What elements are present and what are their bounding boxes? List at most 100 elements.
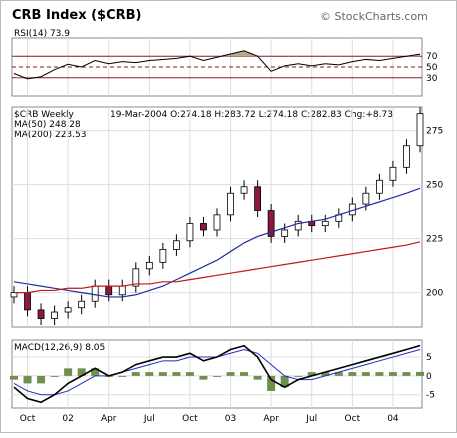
- macd-histogram-bar: [226, 372, 235, 376]
- macd-y-tick: 5: [426, 353, 432, 363]
- candle-body: [281, 229, 289, 237]
- candle-body: [172, 240, 180, 250]
- rsi-line: [13, 50, 421, 80]
- price-symbol-label: $CRB Weekly: [14, 110, 74, 120]
- candle-body: [403, 145, 410, 168]
- macd-histogram-bar: [334, 372, 343, 376]
- macd-histogram-bar: [131, 372, 140, 376]
- candle-body: [389, 166, 397, 181]
- macd-histogram-bar: [402, 372, 411, 376]
- macd-histogram-bar: [294, 375, 303, 377]
- chart-title: CRB Index ($CRB): [12, 8, 142, 23]
- macd-y-tick: -5: [426, 391, 435, 401]
- candle-body: [91, 285, 99, 302]
- x-tick-label: Apr: [101, 414, 117, 424]
- candle-body: [37, 309, 45, 319]
- macd-histogram-bar: [50, 375, 59, 377]
- macd-histogram-bar: [280, 375, 289, 388]
- candle-body: [416, 113, 424, 147]
- price-y-tick: 250: [426, 181, 443, 191]
- ma50-label: MA(50) 248.28: [14, 120, 81, 130]
- macd-histogram-bar: [91, 368, 100, 376]
- candle-body: [200, 223, 207, 231]
- candle-body: [64, 307, 72, 313]
- macd-histogram-bar: [321, 372, 330, 376]
- macd-histogram-bar: [199, 375, 208, 380]
- candle-body: [227, 192, 234, 216]
- candle-body: [240, 186, 248, 194]
- candle-body: [145, 261, 153, 270]
- macd-histogram-bar: [375, 372, 384, 376]
- candle-body: [51, 311, 58, 319]
- rsi-level-tick: 30: [426, 74, 438, 84]
- candle-body: [132, 268, 140, 287]
- x-tick-label: Jul: [143, 414, 155, 424]
- candle-body: [118, 285, 126, 296]
- price-ohlc-label: 19-Mar-2004 O:274.18 H:283.72 L:274.18 C…: [110, 110, 393, 120]
- rsi-label: RSI(14) 73.9: [14, 29, 70, 39]
- macd-histogram-bar: [185, 372, 194, 376]
- macd-histogram-bar: [307, 372, 316, 376]
- candle-body: [362, 192, 370, 205]
- macd-panel: MACD(12,26,9) 8.05 5 0 -5: [10, 339, 435, 409]
- candle-body: [254, 186, 262, 211]
- macd-plot: [10, 344, 424, 404]
- macd-histogram-bar: [64, 368, 73, 376]
- candle-body: [105, 285, 113, 296]
- macd-histogram-bar: [267, 375, 276, 391]
- x-tick-label: Apr: [263, 414, 279, 424]
- macd-histogram-bar: [10, 375, 18, 380]
- candle-body: [321, 220, 329, 227]
- macd-histogram-bar: [145, 372, 154, 376]
- candle-body: [78, 300, 86, 309]
- price-plot: [10, 107, 424, 325]
- macd-y-tick: 0: [426, 372, 432, 382]
- rsi-level-tick: 70: [426, 52, 438, 62]
- macd-histogram-bar: [348, 372, 357, 376]
- macd-histogram-bar: [240, 372, 249, 376]
- price-y-tick: 275: [426, 127, 443, 137]
- macd-histogram-bar: [361, 372, 370, 376]
- candle-body: [267, 210, 275, 237]
- price-y-tick: 200: [426, 289, 443, 299]
- macd-histogram-bar: [118, 375, 127, 377]
- brand-watermark: © StockCharts.com: [320, 10, 428, 23]
- x-tick-label: 04: [387, 414, 399, 424]
- rsi-plot: [13, 50, 421, 80]
- macd-histogram-bar: [77, 368, 86, 376]
- macd-label: MACD(12,26,9) 8.05: [14, 343, 105, 353]
- macd-line: [13, 344, 421, 404]
- ma200-line: [14, 241, 421, 294]
- x-tick-label: Jul: [305, 414, 317, 424]
- macd-histogram-bar: [416, 371, 424, 376]
- x-tick-label: Oct: [182, 414, 198, 424]
- x-tick-label: Oct: [20, 414, 36, 424]
- ma50-line: [13, 187, 421, 298]
- rsi-level-tick: 50: [426, 63, 438, 73]
- candle-body: [159, 248, 167, 263]
- candle-body: [24, 292, 31, 311]
- candle-body: [186, 223, 194, 242]
- macd-histogram-bar: [158, 372, 167, 376]
- x-axis-ticks: Oct 02 Apr Jul Oct 03 Apr Jul Oct 04: [20, 414, 399, 424]
- macd-histogram-bar: [172, 372, 181, 376]
- macd-histogram-bar: [23, 375, 32, 384]
- macd-histogram-bar: [37, 375, 46, 384]
- x-tick-label: 03: [225, 414, 236, 424]
- candle-body: [10, 292, 18, 298]
- candle-body: [294, 220, 302, 231]
- x-tick-label: Oct: [345, 414, 361, 424]
- ma200-label: MA(200) 223.53: [14, 130, 86, 140]
- price-y-ticks: 200 225 250 275: [426, 127, 443, 299]
- price-y-tick: 225: [426, 235, 443, 245]
- macd-histogram-bar: [388, 372, 397, 376]
- macd-y-ticks: 5 0 -5: [426, 353, 435, 401]
- candle-body: [375, 179, 383, 194]
- macd-histogram-bar: [253, 375, 262, 380]
- macd-histogram-bar: [213, 375, 221, 377]
- price-panel: $CRB Weekly 19-Mar-2004 O:274.18 H:283.7…: [10, 106, 443, 328]
